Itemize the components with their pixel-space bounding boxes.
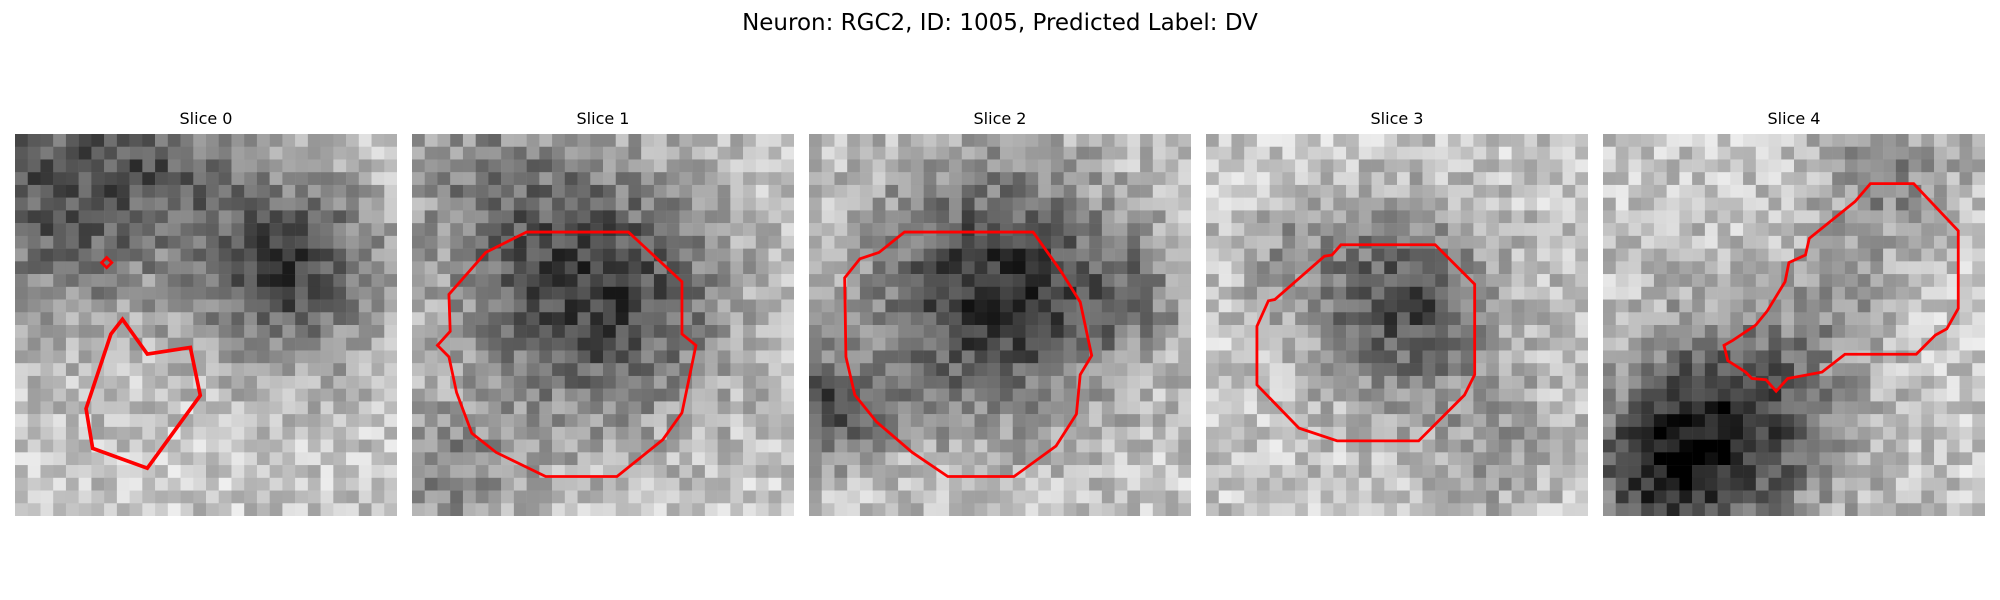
small-contour bbox=[99, 255, 114, 270]
neuron-contour bbox=[1722, 182, 1960, 394]
figure-title: Neuron: RGC2, ID: 1005, Predicted Label:… bbox=[742, 10, 1258, 36]
slice-image-2 bbox=[809, 134, 1191, 516]
neuron-contour bbox=[843, 230, 1094, 478]
slice-title: Slice 4 bbox=[1767, 109, 1821, 128]
microscopy-pixels bbox=[412, 134, 794, 516]
slice-panel-1: Slice 1 bbox=[412, 108, 794, 516]
slice-image-3 bbox=[1206, 134, 1588, 516]
slice-image-1 bbox=[412, 134, 794, 516]
microscopy-pixels bbox=[1603, 134, 1985, 516]
slice-title: Slice 0 bbox=[179, 109, 233, 128]
neuron-contour bbox=[84, 316, 203, 471]
slice-panel-3: Slice 3 bbox=[1206, 108, 1588, 516]
microscopy-pixels bbox=[15, 134, 397, 516]
slice-title: Slice 3 bbox=[1370, 109, 1424, 128]
slice-image-4 bbox=[1603, 134, 1985, 516]
slice-panel-4: Slice 4 bbox=[1603, 108, 1985, 516]
microscopy-pixels bbox=[809, 134, 1191, 516]
slice-panel-0: Slice 0 bbox=[15, 108, 397, 516]
slice-image-0 bbox=[15, 134, 397, 516]
slice-title: Slice 1 bbox=[576, 109, 630, 128]
slice-panel-2: Slice 2 bbox=[809, 108, 1191, 516]
neuron-contour bbox=[435, 230, 698, 478]
slice-title: Slice 2 bbox=[973, 109, 1027, 128]
microscopy-pixels bbox=[1206, 134, 1588, 516]
neuron-contour bbox=[1255, 243, 1477, 443]
